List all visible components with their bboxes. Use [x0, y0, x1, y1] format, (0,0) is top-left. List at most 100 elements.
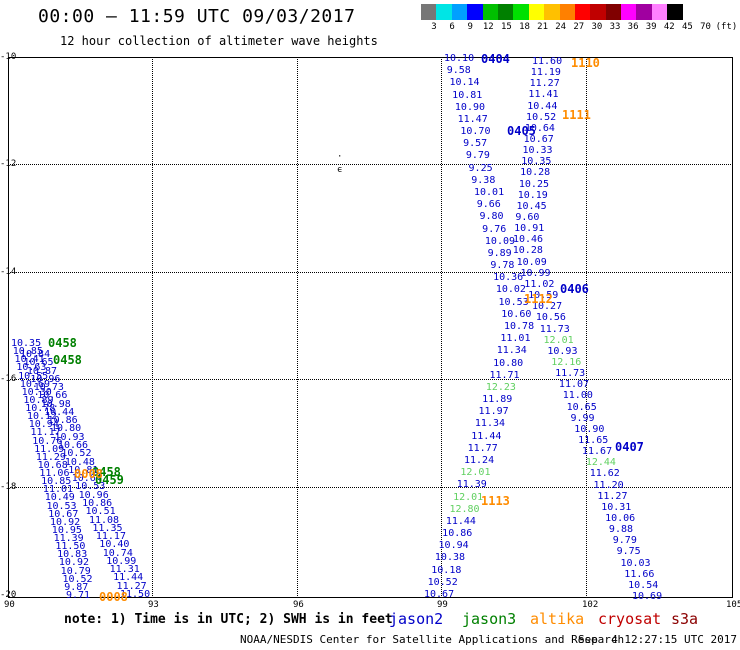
wave-height-value: 10.25 [518, 178, 549, 190]
wave-height-value: 10.85 [41, 476, 72, 488]
wave-height-value: 11.50 [120, 589, 151, 600]
wave-height-value: 10.33 [522, 145, 553, 157]
wave-height-value: 10.35 [11, 338, 42, 349]
wave-height-value: 12.01 [460, 467, 491, 479]
wave-height-value: 9.75 [616, 546, 641, 558]
wave-height-value: 10.76 [32, 435, 63, 447]
scale-label: 27 [573, 22, 585, 32]
wave-height-value: 10.66 [37, 390, 68, 402]
wave-height-value: 9.76 [482, 223, 507, 235]
wave-height-value: 10.69 [19, 378, 50, 390]
wave-height-value: 10.93 [547, 345, 578, 357]
wave-height-value: 9.88 [608, 524, 634, 536]
scale-label: 6 [449, 22, 455, 32]
wave-height-value: 10.38 [434, 552, 466, 564]
wave-height-value: 11.07 [558, 379, 590, 391]
scale-label: 15 [500, 22, 512, 32]
wave-height-value: 10.89 [23, 394, 54, 406]
color-scale-labels: 3 6 9 12 15 18 21 24 27 30 33 36 39 42 45 70 (ft) [421, 22, 740, 34]
wave-height-value: 11.00 [562, 390, 593, 402]
scale-swatch [590, 4, 606, 20]
wave-height-value: 11.27 [597, 490, 628, 502]
parallel-line [8, 379, 733, 380]
wave-height-value: 11.34 [496, 345, 527, 357]
wave-height-value: 10.84 [20, 349, 51, 360]
latitude-label: -18 [0, 482, 17, 492]
wave-height-value: 10.09 [484, 235, 516, 247]
wave-height-value: 10.18 [431, 564, 462, 576]
wave-height-value: 10.94 [438, 540, 469, 552]
footer-note: note: 1) Time is in UTC; 2) SWH is in fe… [64, 612, 393, 627]
longitude-label: 96 [293, 600, 304, 610]
footer-timestamp: Sep 4 12:27:15 UTC 2017 [578, 633, 737, 646]
scale-label: 24 [555, 22, 567, 32]
legend-item-cryosat: cryosat [598, 610, 662, 628]
wave-height-value: 10.44 [527, 100, 558, 112]
meridian-line [297, 57, 298, 598]
wave-height-value: 10.66 [57, 440, 89, 452]
wave-height-value: 10.86 [82, 497, 113, 509]
scale-label: 36 [627, 22, 639, 32]
wave-height-value: 10.74 [102, 547, 133, 559]
wave-height-value: 10.86 [47, 415, 78, 427]
wave-height-value: 10.10 [444, 53, 475, 64]
wave-height-value: 10.35 [521, 156, 552, 168]
scale-swatch [544, 4, 560, 20]
wave-height-value: 10.67 [48, 508, 79, 520]
wave-height-value: 10.64 [71, 473, 102, 485]
island-marker-2: ϵ [337, 165, 343, 175]
color-scale [421, 4, 683, 20]
wave-height-value: 10.30 [21, 386, 52, 398]
pass-time-label: 1110 [571, 56, 600, 70]
pass-time-label: 0406 [560, 282, 589, 296]
wave-height-value: 11.47 [457, 113, 488, 125]
wave-height-value: 10.80 [493, 357, 524, 369]
wave-height-value: 10.06 [605, 512, 636, 524]
scale-swatch [436, 4, 452, 20]
wave-height-value: 11.71 [489, 369, 520, 381]
scale-swatch [559, 4, 575, 20]
longitude-label: 102 [582, 600, 599, 610]
wave-height-value: 10.93 [54, 431, 85, 443]
scale-label: 21 [537, 22, 549, 32]
wave-height-value: 9.79 [612, 535, 637, 547]
wave-height-value: 10.68 [37, 459, 68, 471]
wave-height-value: 10.53 [498, 296, 529, 308]
scale-label: 3 [431, 22, 437, 32]
wave-height-value: 10.99 [106, 555, 137, 567]
wave-height-value: 9.79 [465, 150, 490, 162]
wave-height-value: 10.85 [12, 346, 43, 358]
pass-time-label: 1113 [481, 494, 510, 508]
scale-swatch [467, 4, 483, 20]
scale-swatch [421, 4, 437, 20]
wave-height-value: 10.54 [628, 579, 659, 591]
wave-height-value: 11.29 [35, 451, 66, 463]
wave-height-value: 10.12 [26, 411, 58, 423]
wave-height-value: 11.41 [528, 89, 559, 101]
wave-height-value: 10.90 [574, 423, 605, 435]
scale-swatch [651, 4, 668, 20]
wave-height-value: 10.69 [632, 591, 663, 602]
wave-height-value: 10.81 [68, 464, 99, 476]
pass-time-label: 0458 [53, 353, 82, 367]
scale-swatch [636, 4, 652, 20]
latitude-label: -20 [0, 590, 17, 600]
wave-height-value: 10.96 [30, 373, 61, 385]
wave-height-value: 10.78 [504, 321, 535, 332]
wave-height-value: 10.52 [427, 576, 458, 588]
scale-swatch [482, 4, 498, 20]
wave-height-value: 10.65 [566, 401, 597, 413]
wave-height-value: 10.59 [528, 290, 559, 302]
wave-height-value: 10.03 [620, 557, 651, 569]
wave-height-value: 10.28 [520, 167, 551, 179]
wave-height-value: 11.01 [42, 484, 74, 496]
wave-height-value: 11.20 [593, 479, 624, 491]
wave-height-value: 9.38 [471, 174, 496, 186]
wave-height-value: 10.95 [51, 524, 82, 536]
pass-time-label: 0459 [95, 473, 124, 487]
scale-label: 12 [482, 22, 494, 32]
wave-height-value: 10.78 [25, 403, 56, 415]
wave-height-value: 10.27 [532, 301, 563, 313]
longitude-label: 105 [726, 600, 740, 610]
wave-height-value: 10.79 [60, 565, 91, 577]
